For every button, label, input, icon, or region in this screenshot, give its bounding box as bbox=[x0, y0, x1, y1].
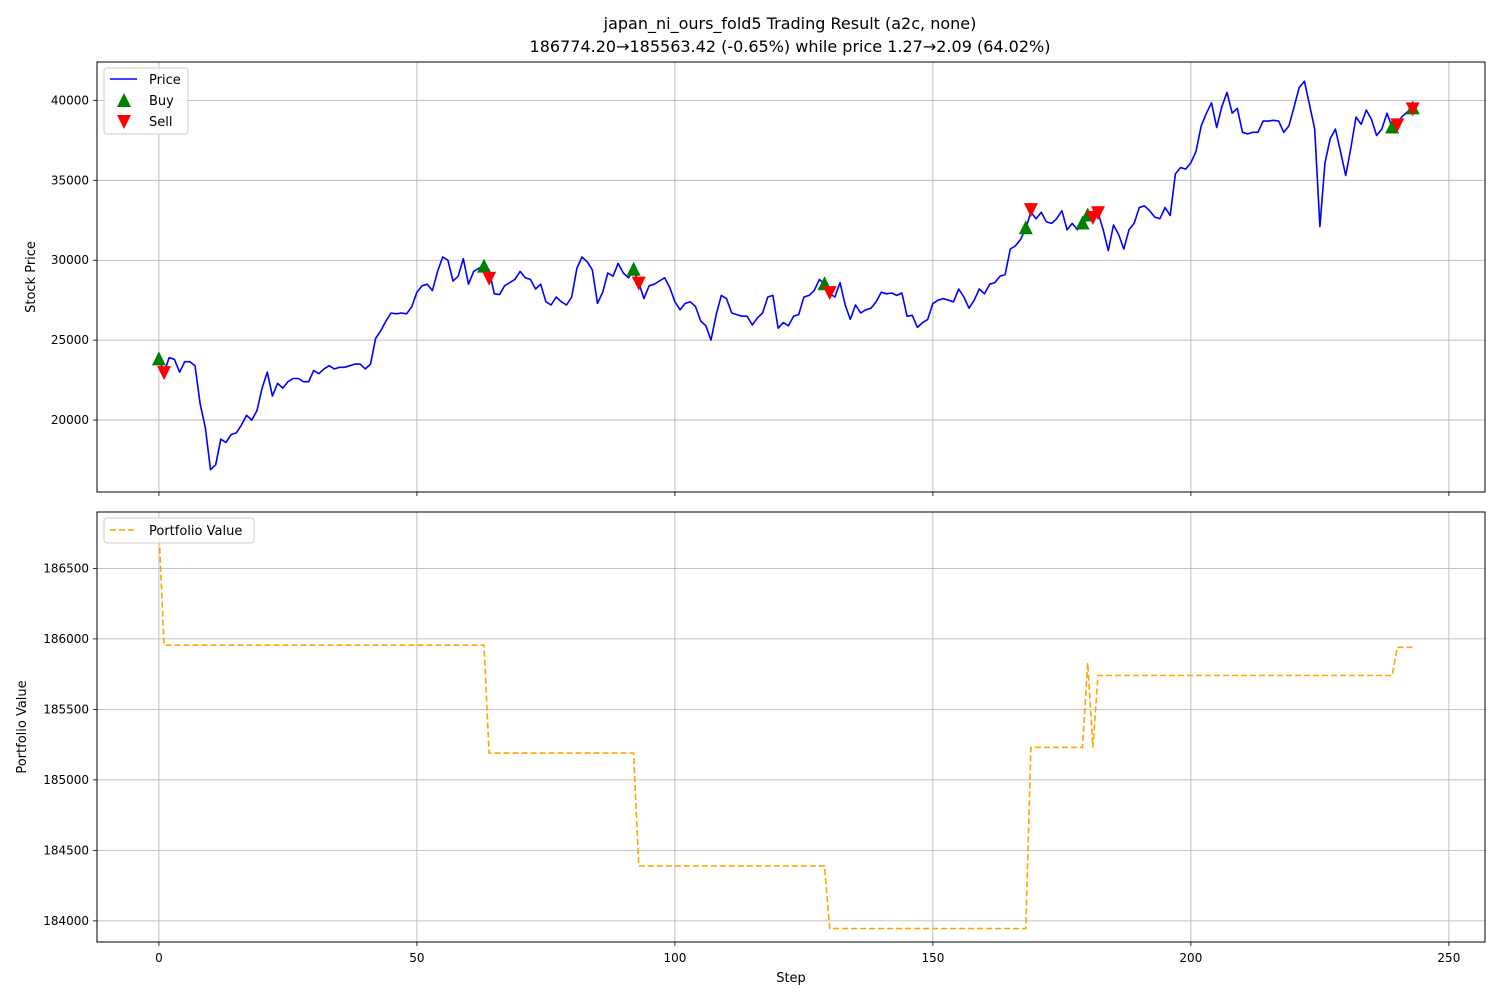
price-grid bbox=[97, 62, 1485, 492]
buy-marker bbox=[1018, 220, 1033, 235]
portfolio-line bbox=[158, 529, 1413, 930]
chart-title-line2: 186774.20→185563.42 (-0.65%) while price… bbox=[530, 37, 1051, 56]
sell-marker bbox=[1091, 206, 1106, 221]
sell-marker bbox=[157, 366, 172, 381]
buy-marker bbox=[476, 258, 491, 273]
y-tick-label: 35000 bbox=[51, 173, 89, 187]
y-tick-label: 185500 bbox=[43, 702, 89, 716]
sell-marker bbox=[482, 271, 497, 286]
price-y-axis-label: Stock Price bbox=[24, 241, 39, 313]
portfolio-legend-box bbox=[103, 517, 255, 544]
legend-sell-marker bbox=[117, 115, 131, 129]
y-tick-label: 185000 bbox=[43, 773, 89, 787]
sell-marker bbox=[1023, 203, 1038, 218]
portfolio-y-axis-label: Portfolio Value bbox=[15, 680, 30, 773]
price-plot-frame bbox=[96, 61, 1486, 493]
x-axis-label: Step bbox=[776, 971, 806, 986]
price-panel: 20000 25000 30000 35000 40000 Stock Price Pr… bbox=[24, 61, 1486, 496]
portfolio-grid bbox=[97, 512, 1485, 942]
x-tick-label: 150 bbox=[921, 951, 944, 965]
legend-buy-marker bbox=[117, 93, 131, 107]
sell-marker bbox=[1405, 102, 1420, 117]
y-tick-label: 184000 bbox=[43, 914, 89, 928]
x-tick-label: 50 bbox=[409, 951, 424, 965]
price-ticks: 20000 25000 30000 35000 40000 bbox=[51, 93, 1450, 496]
portfolio-plot-frame bbox=[96, 511, 1486, 943]
legend-portfolio-label: Portfolio Value bbox=[149, 524, 242, 539]
y-tick-label: 25000 bbox=[51, 333, 89, 347]
buy-marker bbox=[1385, 119, 1400, 134]
portfolio-ticks: 0 50 100 150 200 250 184000 184500 185000 185500 1… bbox=[43, 561, 1460, 965]
portfolio-legend: Portfolio Value bbox=[103, 517, 255, 544]
y-tick-label: 186000 bbox=[43, 632, 89, 646]
portfolio-series bbox=[158, 529, 1413, 930]
x-tick-label: 250 bbox=[1437, 951, 1460, 965]
y-tick-label: 184500 bbox=[43, 843, 89, 857]
y-tick-label: 186500 bbox=[43, 561, 89, 575]
x-tick-label: 100 bbox=[663, 951, 686, 965]
y-tick-label: 30000 bbox=[51, 253, 89, 267]
price-legend: Price Buy Sell bbox=[103, 67, 189, 135]
price-line bbox=[158, 80, 1414, 471]
legend-price-label: Price bbox=[149, 73, 181, 88]
portfolio-plot-area bbox=[97, 512, 1485, 942]
sell-marker bbox=[822, 286, 837, 301]
chart-title-line1: japan_ni_ours_fold5 Trading Result (a2c,… bbox=[603, 14, 977, 34]
buy-marker bbox=[626, 261, 641, 276]
price-plot-area bbox=[97, 62, 1485, 492]
legend-sell-label: Sell bbox=[149, 115, 172, 130]
y-tick-label: 40000 bbox=[51, 93, 89, 107]
legend-buy-label: Buy bbox=[149, 94, 174, 109]
buy-marker bbox=[151, 351, 166, 366]
y-tick-label: 20000 bbox=[51, 413, 89, 427]
x-tick-label: 200 bbox=[1179, 951, 1202, 965]
price-series bbox=[151, 80, 1420, 471]
sell-marker bbox=[1390, 118, 1405, 133]
buy-marker bbox=[1075, 215, 1090, 230]
portfolio-panel: 0 50 100 150 200 250 184000 184500 185000 185500 1… bbox=[15, 511, 1486, 965]
x-tick-label: 0 bbox=[155, 951, 163, 965]
sell-marker bbox=[631, 276, 646, 291]
